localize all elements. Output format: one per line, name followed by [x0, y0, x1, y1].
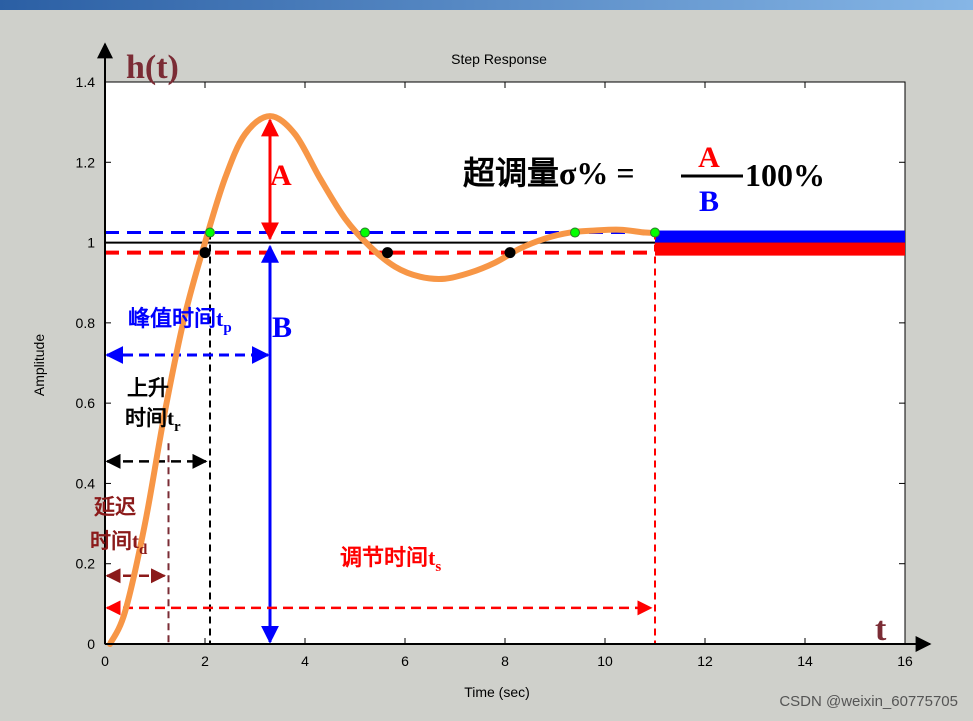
y-tick-label: 1.4 [76, 74, 96, 90]
settling-time-label: 调节时间ts [340, 545, 441, 575]
x-tick-label: 10 [597, 653, 613, 669]
chart-title: Step Response [451, 51, 547, 67]
delay-time-label-2: 时间td [90, 529, 148, 558]
peak-time-label: 峰值时间tp [128, 306, 232, 336]
fraction-numerator: A [698, 141, 720, 174]
y-tick-label: 0 [87, 636, 95, 652]
top-bar [0, 0, 973, 10]
y-tick-label: 0.8 [76, 315, 96, 331]
steady-crossing-dot [504, 247, 516, 259]
y-tick-label: 0.6 [76, 395, 96, 411]
rise-time-label-2: 时间tr [125, 406, 181, 435]
band-crossing-dot [650, 227, 660, 238]
rise-time-label-1: 上升 [127, 376, 169, 400]
steady-crossing-dot [199, 247, 211, 259]
x-tick-label: 16 [897, 653, 913, 669]
settled-band-upper [655, 230, 905, 243]
label-a: A [270, 159, 292, 192]
y-tick-label: 1 [87, 235, 95, 251]
x-tick-label: 2 [201, 653, 209, 669]
response-curve [107, 113, 658, 647]
curve-markers [199, 227, 660, 259]
watermark: CSDN @weixin_60775705 [779, 693, 958, 710]
y-axis-label: Amplitude [31, 334, 47, 396]
x-tick-label: 8 [501, 653, 509, 669]
settled-band-lower [655, 242, 905, 256]
fraction-tail: 100% [745, 157, 825, 193]
y-tick-label: 0.4 [76, 475, 96, 491]
delay-time-label-1: 延迟 [93, 495, 136, 519]
x-tick-label: 6 [401, 653, 409, 669]
x-tick-label: 4 [301, 653, 309, 669]
steady-crossing-dot [382, 247, 393, 259]
h-axis-label: h(t) [126, 49, 179, 86]
x-tick-label: 14 [797, 653, 813, 669]
y-tick-label: 0.2 [76, 556, 96, 572]
band-crossing-dot [205, 227, 215, 238]
label-b: B [272, 311, 292, 344]
band-crossing-dot [570, 227, 580, 238]
guide-lines [105, 118, 905, 644]
y-tick-label: 1.2 [76, 154, 96, 170]
x-tick-label: 12 [697, 653, 713, 669]
band-crossing-dot [360, 227, 370, 238]
t-axis-label: t [875, 611, 887, 648]
fraction-denominator: B [699, 185, 719, 218]
x-axis-label: Time (sec) [464, 684, 530, 700]
overshoot-formula: 超调量σ% = [463, 155, 635, 191]
x-tick-label: 0 [101, 653, 109, 669]
